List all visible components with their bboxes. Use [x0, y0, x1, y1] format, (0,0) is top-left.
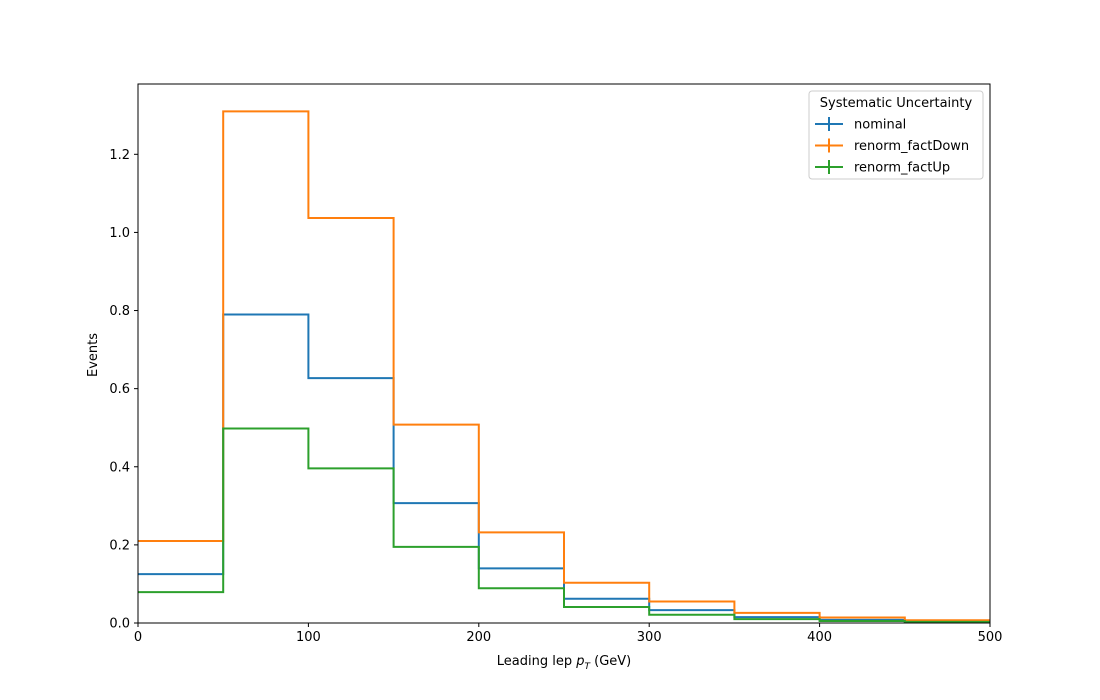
series-line-renorm_factDown — [138, 110, 990, 622]
y-tick-label: 1.2 — [109, 148, 130, 163]
x-tick-label: 200 — [466, 630, 491, 645]
x-axis: 0 100 200 300 400 500 — [134, 623, 1003, 645]
legend-entry-renorm_factDown: renorm_factDown — [815, 138, 969, 154]
series-line-renorm_factUp — [138, 427, 990, 623]
x-tick-label: 300 — [637, 630, 662, 645]
x-tick-label: 100 — [296, 630, 321, 645]
legend-label: renorm_factUp — [854, 161, 950, 176]
y-tick-label: 0.8 — [109, 304, 130, 319]
x-tick-label: 400 — [807, 630, 832, 645]
legend-entry-nominal: nominal — [815, 117, 906, 133]
y-tick-label: 0.2 — [109, 538, 130, 553]
x-axis-label: Leading lep pT (GeV) — [497, 654, 631, 672]
y-axis: 0.0 0.2 0.4 0.6 0.8 1.0 1.2 — [109, 148, 138, 632]
legend-entry-renorm_factUp: renorm_factUp — [815, 160, 950, 176]
x-tick-label: 0 — [134, 630, 142, 645]
y-tick-label: 1.0 — [109, 226, 130, 241]
y-axis-label: Events — [86, 333, 101, 377]
series-layer — [138, 110, 990, 623]
legend-box — [808, 90, 984, 180]
legend-label: renorm_factDown — [854, 139, 969, 154]
y-tick-label: 0.0 — [109, 617, 130, 632]
legend-title: Systematic Uncertainty — [820, 96, 973, 111]
plot-area-frame — [137, 83, 991, 624]
legend-label: nominal — [854, 118, 906, 133]
legend: Systematic Uncertainty nominal renorm_fac… — [808, 90, 984, 180]
y-tick-label: 0.4 — [109, 460, 130, 475]
x-tick-label: 500 — [978, 630, 1003, 645]
y-tick-label: 0.6 — [109, 382, 130, 397]
